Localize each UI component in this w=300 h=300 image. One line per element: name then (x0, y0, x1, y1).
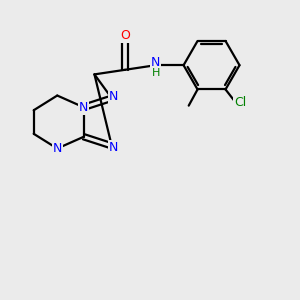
Text: N: N (109, 90, 118, 103)
Text: N: N (79, 101, 88, 114)
Text: N: N (151, 56, 160, 69)
Text: N: N (52, 142, 62, 155)
Text: O: O (120, 29, 130, 42)
Text: N: N (109, 141, 118, 154)
Text: Cl: Cl (234, 96, 246, 109)
Text: H: H (152, 68, 160, 79)
